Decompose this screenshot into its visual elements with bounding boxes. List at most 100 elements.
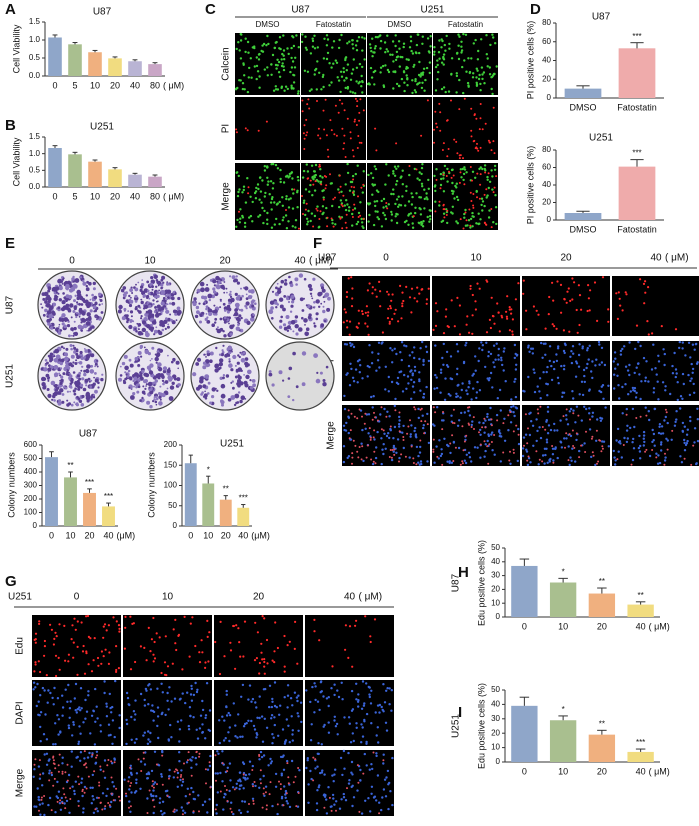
cell-dot	[96, 754, 98, 756]
cell-dot	[314, 685, 316, 687]
cell-dot	[389, 428, 391, 430]
colony	[162, 383, 165, 386]
cell-dot	[223, 796, 225, 798]
cell-dot	[425, 386, 427, 388]
cell-dot	[114, 680, 116, 682]
cell-dot	[457, 350, 459, 352]
cell-dot	[71, 624, 73, 626]
colony	[63, 347, 65, 349]
cell-dot	[481, 73, 483, 75]
colony	[252, 314, 254, 316]
cell-dot	[675, 368, 677, 370]
colony	[54, 298, 56, 300]
cell-dot	[420, 173, 422, 175]
y-axis-label: PI positive cells (%)	[525, 146, 535, 225]
colony	[177, 368, 179, 370]
cell-dot	[638, 435, 640, 437]
cell-dot	[517, 460, 519, 462]
cell-dot	[196, 691, 198, 693]
cell-dot	[302, 110, 304, 112]
colony	[318, 306, 320, 308]
cell-dot	[566, 408, 568, 410]
cell-dot	[385, 416, 387, 418]
cell-dot	[589, 309, 591, 311]
cell-dot	[297, 715, 299, 717]
cell-dot	[100, 663, 102, 665]
colony	[75, 316, 77, 318]
cell-dot	[289, 175, 291, 177]
cell-dot	[375, 462, 377, 464]
cell-dot	[646, 320, 648, 322]
cell-dot	[164, 674, 166, 676]
cell-dot	[241, 736, 243, 738]
cell-dot	[272, 163, 274, 165]
colony	[241, 295, 244, 298]
cell-dot	[55, 655, 57, 657]
cell-dot	[69, 707, 71, 709]
cell-dot	[514, 344, 516, 346]
cell-dot	[197, 794, 199, 796]
cell-dot	[378, 342, 380, 344]
cell-dot	[370, 396, 372, 398]
cell-dot	[236, 48, 238, 50]
cell-dot	[191, 756, 193, 758]
cell-dot	[288, 53, 290, 55]
cell-dot	[281, 797, 283, 799]
cell-dot	[311, 194, 313, 196]
cell-dot	[453, 175, 455, 177]
cell-dot	[318, 709, 320, 711]
cell-dot	[395, 215, 397, 217]
cell-dot	[359, 201, 361, 203]
cell-dot	[153, 711, 155, 713]
cell-dot	[415, 433, 417, 435]
colony	[123, 293, 127, 297]
cell-dot	[418, 293, 420, 295]
colony	[205, 356, 207, 358]
cell-dot	[533, 372, 535, 374]
cell-dot	[335, 59, 337, 61]
cell-dot	[259, 662, 261, 664]
cell-dot	[304, 124, 306, 126]
cell-dot	[405, 286, 407, 288]
colony	[137, 310, 139, 312]
cell-dot	[44, 753, 46, 755]
cell-dot	[363, 218, 365, 220]
cell-dot	[226, 690, 228, 692]
colony	[167, 355, 169, 357]
cell-dot	[465, 171, 467, 173]
cell-dot	[470, 57, 472, 59]
cell-dot	[238, 188, 240, 190]
cell-dot	[362, 460, 364, 462]
cell-dot	[375, 755, 377, 757]
cell-dot	[209, 761, 211, 763]
cell-dot	[339, 218, 341, 220]
cell-dot	[249, 196, 251, 198]
cell-dot	[660, 441, 662, 443]
colony	[136, 391, 139, 394]
culture-dish	[116, 342, 184, 410]
cell-dot	[384, 701, 386, 703]
colony	[284, 282, 288, 286]
cell-dot	[428, 288, 430, 290]
colony	[283, 323, 286, 326]
colony	[274, 301, 278, 305]
cell-dot	[488, 443, 490, 445]
cell-dot	[111, 793, 113, 795]
colony	[226, 374, 229, 377]
colony	[118, 310, 122, 314]
colony	[232, 380, 234, 382]
cell-dot	[509, 451, 511, 453]
cell-dot	[525, 434, 527, 436]
cell-dot	[541, 460, 543, 462]
cell-dot	[93, 659, 95, 661]
cell-dot	[91, 715, 93, 717]
cell-dot	[370, 47, 372, 49]
cell-dot	[283, 58, 285, 60]
colony	[82, 298, 86, 302]
x-tick-label: 20	[110, 191, 120, 201]
colony	[70, 327, 74, 331]
cell-dot	[361, 429, 363, 431]
cell-dot	[371, 55, 373, 57]
cell-dot	[493, 191, 495, 193]
cell-dot	[87, 690, 89, 692]
